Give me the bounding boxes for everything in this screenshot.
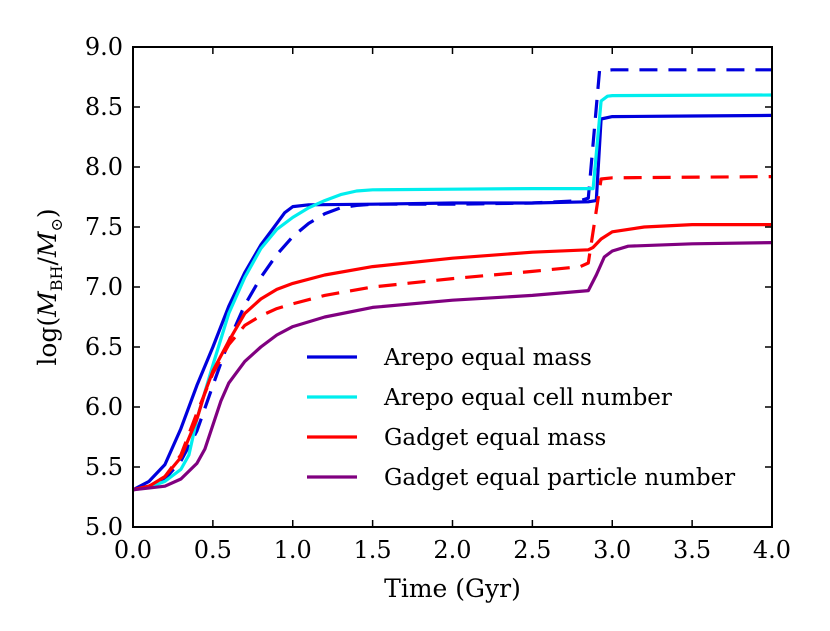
y-tick-label: 7.5 [85, 213, 123, 241]
series-line-2 [133, 93, 772, 492]
x-tick-label: 0.0 [114, 536, 152, 564]
x-tick-label: 3.0 [593, 536, 631, 564]
x-axis-title: Time (Gyr) [384, 574, 521, 603]
x-tick-label: 2.5 [513, 536, 551, 564]
x-tick-label: 1.0 [274, 536, 312, 564]
legend-label: Arepo equal mass [383, 345, 592, 371]
y-tick-label: 8.0 [85, 153, 123, 181]
y-axis-title-m1: M [33, 290, 62, 318]
y-axis-title-m2: M [33, 230, 62, 258]
y-tick-label: 9.0 [85, 33, 123, 61]
series-line-4 [133, 175, 772, 492]
series-line-0 [133, 113, 772, 492]
legend-label: Gadget equal particle number [384, 465, 735, 491]
y-tick-label: 8.5 [85, 93, 123, 121]
y-tick-label: 7.0 [85, 273, 123, 301]
y-tick-label: 5.0 [85, 513, 123, 541]
y-axis-title-sub1: BH [47, 266, 66, 292]
y-axis-title-slash: / [33, 257, 62, 266]
series-line-5 [133, 241, 772, 492]
legend-label: Gadget equal mass [384, 425, 606, 451]
x-tick-label: 3.5 [673, 536, 711, 564]
x-tick-label: 0.5 [194, 536, 232, 564]
plot-frame [132, 46, 773, 528]
y-axis-title-suffix: ) [33, 208, 62, 218]
x-tick-label: 4.0 [753, 536, 791, 564]
series-line-1 [133, 68, 772, 492]
y-axis-title: log(MBH/M⊙) [33, 208, 66, 365]
legend: Arepo equal mass Arepo equal cell number G… [307, 345, 735, 491]
y-axis-title-prefix: log( [33, 317, 62, 366]
x-tick-label: 1.5 [354, 536, 392, 564]
ticks-layer [132, 46, 773, 528]
y-tick-label: 6.5 [85, 333, 123, 361]
y-axis-title-sub2: ⊙ [47, 218, 66, 231]
series-layer [133, 68, 772, 492]
tick-labels-layer: 0.0 0.5 1.0 1.5 2.0 2.5 3.0 3.5 4.0 5.0 5.5 6.0 6.5 7… [85, 33, 791, 564]
series-line-3 [133, 223, 772, 492]
y-tick-label: 6.0 [85, 393, 123, 421]
legend-label: Arepo equal cell number [383, 385, 672, 411]
y-tick-label: 5.5 [85, 453, 123, 481]
x-tick-label: 2.0 [433, 536, 471, 564]
